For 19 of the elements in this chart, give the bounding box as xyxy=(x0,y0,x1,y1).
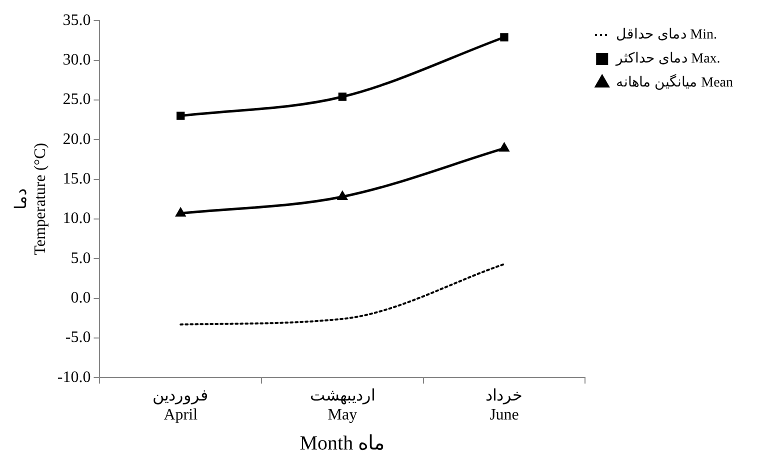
y-tick-label: 5.0 xyxy=(70,250,91,267)
y-tick-label: 30.0 xyxy=(62,51,91,68)
y-tick-label: 20.0 xyxy=(62,130,91,148)
point xyxy=(338,92,347,101)
y-tick-label: 0.0 xyxy=(70,289,91,306)
y-tick-label: 25.0 xyxy=(62,91,91,108)
y-tick-label: -5.0 xyxy=(65,329,91,346)
point xyxy=(176,208,186,217)
point xyxy=(338,191,348,200)
y-tick-label: 15.0 xyxy=(62,170,91,188)
point xyxy=(500,33,508,42)
legend-label: دمای حداقل Min. xyxy=(616,28,717,43)
point xyxy=(176,112,185,120)
legend-label: دمای حداکثر Max. xyxy=(615,52,720,67)
y-tick-label: 10.0 xyxy=(62,210,91,228)
legend-label: میانگین ماهانه Mean xyxy=(616,74,734,91)
y-tick-label: -10.0 xyxy=(57,368,91,386)
y-tick-label: 35.0 xyxy=(62,12,91,29)
x-axis-title: Month ماه xyxy=(300,432,386,454)
